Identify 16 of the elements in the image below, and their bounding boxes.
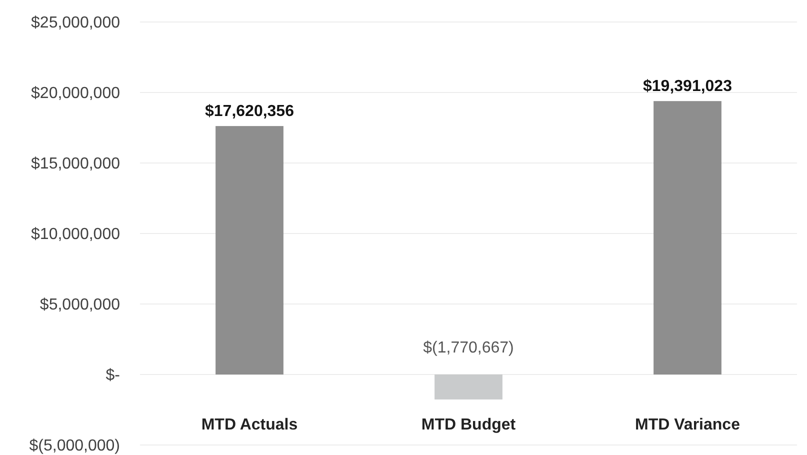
x-tick-label: MTD Actuals (201, 416, 298, 434)
data-label: $(1,770,667) (423, 340, 514, 356)
y-tick-label: $- (106, 367, 120, 384)
bar (654, 101, 722, 374)
data-label: $17,620,356 (205, 103, 294, 120)
y-tick-label: $(5,000,000) (29, 438, 120, 455)
y-tick-label: $20,000,000 (31, 85, 120, 102)
x-tick-label: MTD Variance (635, 416, 740, 434)
bar (216, 126, 284, 374)
y-tick-label: $5,000,000 (40, 296, 120, 314)
y-tick-label: $15,000,000 (31, 156, 120, 173)
y-tick-label: $10,000,000 (31, 226, 120, 244)
bar (434, 374, 502, 400)
y-tick-label: $25,000,000 (31, 14, 120, 32)
data-label: $19,391,023 (643, 78, 732, 96)
x-tick-label: MTD Budget (421, 416, 516, 434)
